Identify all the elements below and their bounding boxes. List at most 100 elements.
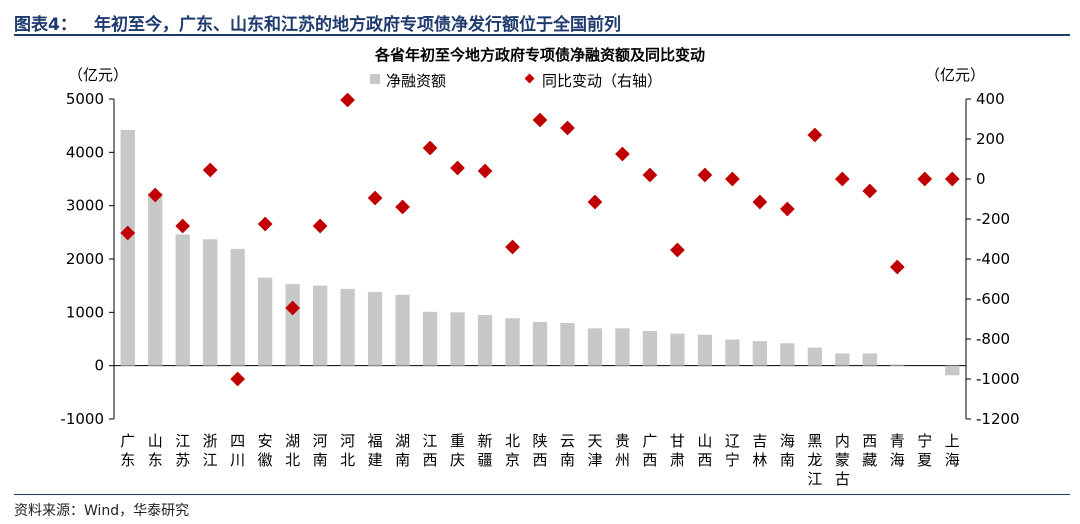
category-label-char: 西 [862, 432, 877, 450]
bar-福建 [367, 292, 383, 366]
category-label-char: 西 [423, 451, 438, 469]
bar-四川 [230, 248, 245, 366]
category-label-char: 重 [450, 432, 465, 450]
category-label-char: 江 [203, 451, 218, 469]
figure-label: 图表4： [14, 15, 77, 35]
marker-重庆 [450, 160, 465, 176]
bar-安徽 [258, 277, 273, 366]
right-tick-label: -200 [976, 210, 1010, 228]
category-label-char: 南 [395, 451, 410, 469]
figure-header: 图表4： 年初至今，广东、山东和江苏的地方政府专项债净发行额位于全国前列 [14, 4, 1070, 35]
category-label-char: 新 [478, 432, 493, 450]
marker-江西 [422, 140, 438, 156]
bar-云南 [560, 323, 575, 366]
category-label-char: 吉 [752, 432, 767, 450]
marker-新疆 [477, 163, 493, 179]
category-label-char: 甘 [670, 432, 685, 450]
bar-江苏 [175, 234, 190, 366]
marker-北京 [505, 239, 520, 255]
marker-内蒙古 [834, 171, 850, 187]
legend-marker-label: 同比变动（右轴） [542, 72, 662, 90]
category-label-char: 山 [697, 432, 712, 450]
bar-山西 [697, 334, 713, 366]
marker-吉林 [752, 194, 768, 210]
category-label-char: 辽 [725, 432, 740, 450]
category-label-char: 黑 [807, 432, 822, 450]
category-label-char: 福 [368, 432, 383, 450]
marker-福建 [367, 190, 383, 206]
bar-北京 [505, 318, 520, 366]
category-label-char: 西 [532, 451, 547, 469]
top-rule [14, 34, 1070, 36]
category-label-char: 四 [230, 432, 245, 450]
category-label-char: 州 [615, 451, 630, 469]
category-label-char: 徽 [258, 451, 273, 469]
bar-浙江 [203, 239, 218, 366]
marker-四川 [230, 371, 246, 387]
marker-山西 [697, 167, 713, 183]
marker-广西 [642, 167, 658, 183]
right-tick-label: 200 [976, 130, 1005, 148]
category-label-char: 东 [148, 451, 163, 469]
category-label-char: 南 [313, 451, 328, 469]
left-tick-label: 3000 [66, 197, 104, 215]
marker-贵州 [615, 146, 630, 162]
figure-title: 年初至今，广东、山东和江苏的地方政府专项债净发行额位于全国前列 [94, 15, 621, 35]
left-axis-unit: （亿元） [68, 66, 128, 84]
category-label-char: 苏 [175, 451, 190, 469]
category-label-char: 河 [340, 432, 355, 450]
category-label-char: 贵 [615, 432, 630, 450]
bar-山东 [148, 192, 163, 366]
category-label-char: 蒙 [835, 451, 850, 469]
bar-海南 [780, 343, 795, 366]
marker-黑龙江 [807, 127, 823, 143]
category-label-char: 安 [258, 432, 273, 450]
bar-内蒙古 [835, 353, 850, 366]
marker-浙江 [202, 162, 218, 178]
bar-贵州 [615, 328, 630, 366]
bar-上海 [945, 365, 960, 376]
marker-湖北 [285, 300, 300, 316]
bottom-rule [14, 494, 1070, 495]
category-label-char: 京 [505, 451, 520, 469]
marker-河北 [340, 92, 355, 108]
right-tick-label: -1200 [976, 410, 1020, 428]
left-tick-label: 4000 [66, 143, 104, 161]
category-label-char: 夏 [917, 451, 932, 469]
category-label-char: 西 [642, 451, 657, 469]
marker-云南 [560, 120, 575, 136]
marker-宁夏 [917, 171, 933, 187]
category-label-char: 北 [285, 451, 300, 469]
bar-江西 [422, 311, 438, 366]
marker-青海 [889, 259, 905, 275]
category-label-char: 河 [313, 432, 328, 450]
category-label-char: 浙 [203, 432, 218, 450]
marker-河南 [312, 218, 328, 234]
category-label-char: 天 [587, 432, 602, 450]
legend-bar-label: 净融资额 [386, 72, 446, 90]
right-tick-label: 400 [976, 90, 1005, 108]
category-label-char: 古 [835, 470, 850, 488]
bar-河北 [340, 288, 355, 366]
category-label-char: 广 [642, 432, 657, 450]
right-axis-unit: （亿元） [925, 66, 985, 84]
legend-marker-swatch [524, 73, 535, 84]
right-tick-label: -600 [976, 290, 1010, 308]
chart-title: 各省年初至今地方政府专项债净融资额及同比变动 [374, 46, 705, 64]
bar-西藏 [862, 353, 877, 366]
bar-天津 [587, 328, 603, 366]
left-tick-label: 5000 [66, 90, 104, 108]
category-label-char: 宁 [725, 451, 740, 469]
category-label-char: 山 [148, 432, 163, 450]
bar-广东 [120, 129, 135, 366]
category-label-char: 云 [560, 432, 575, 450]
category-label-char: 广 [120, 432, 135, 450]
category-label-char: 西 [697, 451, 712, 469]
right-tick-label: -800 [976, 330, 1010, 348]
category-label-char: 林 [752, 451, 767, 469]
left-tick-label: 0 [94, 357, 104, 375]
bar-黑龙江 [807, 347, 822, 366]
bar-河南 [312, 285, 328, 366]
category-label-char: 庆 [450, 451, 465, 469]
